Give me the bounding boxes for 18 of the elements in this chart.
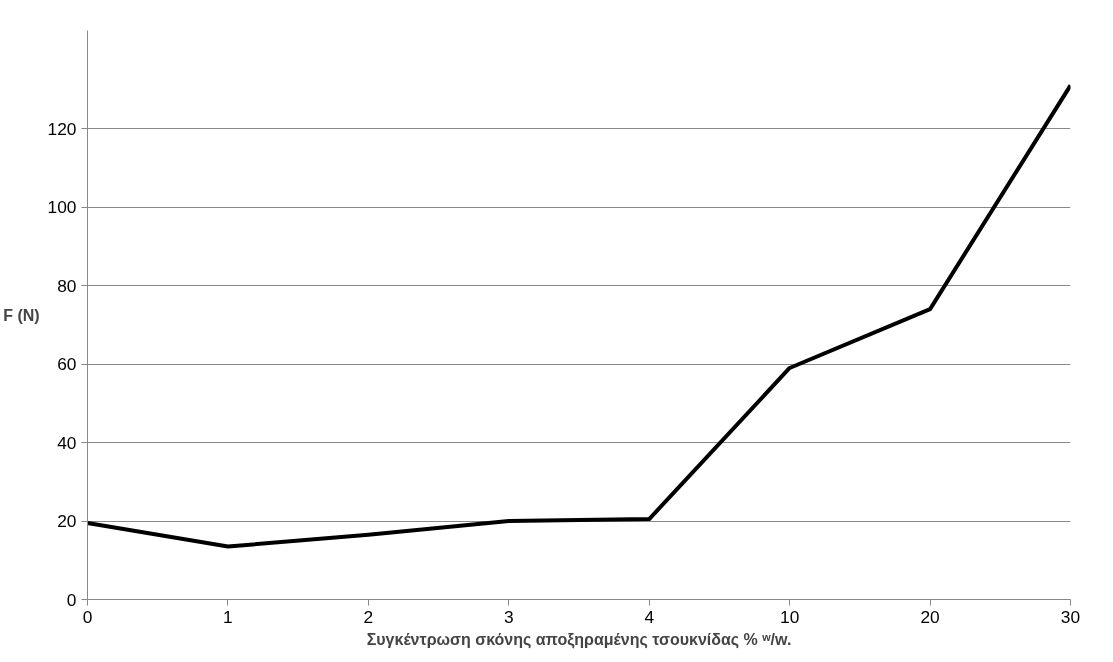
x-tick-label: 1 — [223, 606, 233, 627]
y-tick-label: 120 — [47, 118, 77, 139]
y-tick-label: 60 — [57, 354, 77, 375]
x-tick-label: 3 — [503, 606, 514, 627]
y-tick-label: 100 — [47, 197, 77, 218]
x-tick-label: 30 — [1060, 606, 1081, 627]
y-tick-label: 20 — [57, 511, 77, 532]
x-tick-label: 2 — [363, 606, 374, 627]
x-tick-label: 10 — [780, 606, 800, 627]
x-axis-title: Συγκέντρωση σκόνης αποξηραμένης τσουκνίδας % ʷ/w. — [366, 630, 792, 649]
line-series — [87, 83, 1071, 549]
x-tick-label: 4 — [644, 606, 655, 627]
y-tick-label: 80 — [57, 275, 77, 296]
y-axis-title: F (N) — [3, 306, 40, 324]
x-tick-label: 0 — [82, 606, 93, 627]
y-tick-label: 0 — [66, 589, 77, 610]
y-tick-label: 40 — [57, 432, 77, 453]
x-tick-label: 20 — [920, 606, 940, 627]
